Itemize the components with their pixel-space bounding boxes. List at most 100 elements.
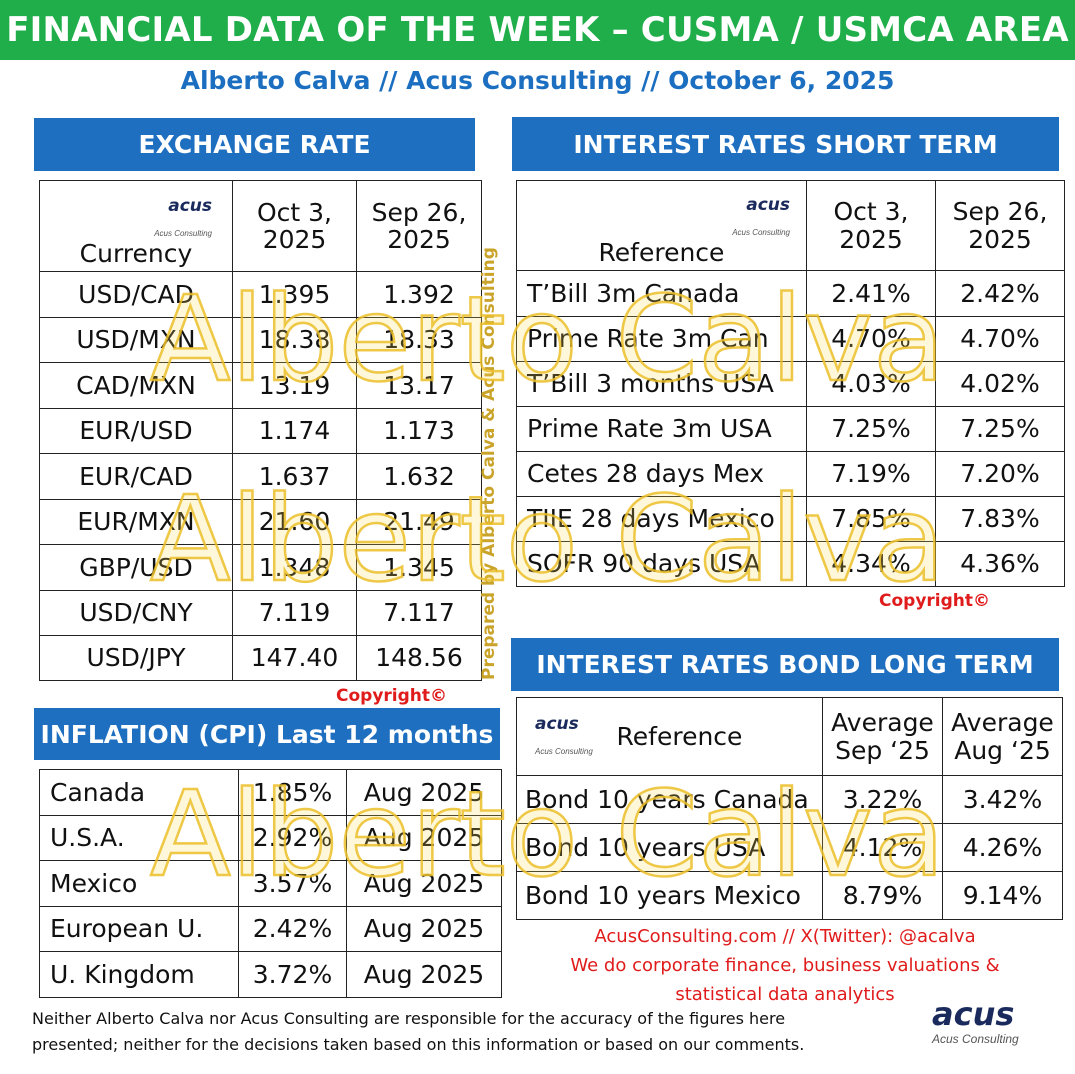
reference-cell: Cetes 28 days Mex (516, 451, 807, 497)
period-cell: Aug 2025 (346, 951, 502, 998)
pair-cell: USD/MXN (39, 317, 233, 363)
table-row: EUR/CAD 1.637 1.632 (39, 453, 482, 500)
table-row: European U. 2.42% Aug 2025 (39, 906, 502, 952)
value-cell: 21.60 (232, 499, 357, 545)
value-cell: 1.395 (232, 271, 357, 318)
table-row: EUR/MXN 21.60 21.49 (39, 499, 482, 545)
table-row: EUR/USD 1.174 1.173 (39, 408, 482, 454)
byline: Alberto Calva // Acus Consulting // Octo… (180, 66, 895, 95)
table-row: Prime Rate 3m Can 4.70% 4.70% (516, 316, 1065, 362)
value-cell: 1.637 (232, 453, 357, 500)
value-cell: 18.38 (232, 317, 357, 363)
table-row: T’Bill 3m Canada 2.41% 2.42% (516, 270, 1065, 317)
value-cell: 3.57% (238, 860, 347, 907)
country-cell: U.S.A. (39, 815, 239, 861)
page-title-bar: FINANCIAL DATA OF THE WEEK – CUSMA / USM… (0, 0, 1075, 60)
logo-tagline: Acus Consulting (535, 747, 593, 756)
logo-wordmark: acus (535, 714, 579, 734)
reference-cell: T’Bill 3m Canada (516, 270, 807, 317)
table-row: USD/JPY 147.40 148.56 (39, 635, 482, 681)
value-cell: 7.83% (935, 496, 1065, 542)
value-cell: 7.19% (806, 451, 936, 497)
value-cell: 1.348 (232, 544, 357, 591)
reference-header: acus Acus Consulting Reference (516, 697, 823, 776)
date1-line1: Oct 3, (256, 197, 333, 227)
acus-logo: acus Acus Consulting (41, 190, 232, 240)
contact-line: statistical data analytics (675, 984, 895, 1005)
acus-logo-large: acus Acus Consulting (932, 998, 1032, 1046)
value-cell: 4.70% (935, 316, 1065, 362)
acus-logo: acus Acus Consulting (518, 189, 806, 239)
table-row: SOFR 90 days USA 4.34% 4.36% (516, 541, 1065, 587)
contact-line: AcusConsulting.com // X(Twitter): @acalv… (594, 926, 976, 947)
value-cell: 7.20% (935, 451, 1065, 497)
reference-cell: Prime Rate 3m Can (516, 316, 807, 362)
value-cell: 4.03% (806, 361, 936, 407)
value-cell: 18.33 (356, 317, 482, 363)
value-cell: 7.119 (232, 590, 357, 636)
table-header-row: acus Acus Consulting Reference Average S… (516, 697, 1063, 776)
period-cell: Aug 2025 (346, 906, 502, 952)
value-cell: 2.42% (935, 270, 1065, 317)
short-term-table: acus Acus Consulting Reference Oct 3, 20… (516, 180, 1065, 587)
pair-cell: USD/CAD (39, 271, 233, 318)
date1-line1: Oct 3, (833, 197, 909, 226)
country-cell: European U. (39, 906, 239, 952)
date2-line1: Sep 26, (371, 197, 467, 227)
col-reference-label: Reference (616, 721, 743, 751)
logo-tagline: Acus Consulting (932, 1032, 1019, 1046)
table-row: Prime Rate 3m USA 7.25% 7.25% (516, 406, 1065, 452)
inflation-heading-label: INFLATION (CPI) Last 12 months (40, 719, 494, 749)
value-cell: 9.14% (942, 871, 1063, 920)
table-row: USD/MXN 18.38 18.33 (39, 317, 482, 363)
table-row: Canada 1.85% Aug 2025 (39, 769, 502, 816)
reference-cell: T’Bill 3 months USA (516, 361, 807, 407)
value-cell: 4.36% (935, 541, 1065, 587)
pair-cell: USD/JPY (39, 635, 233, 681)
pair-cell: EUR/MXN (39, 499, 233, 545)
value-cell: 2.42% (238, 906, 347, 952)
value-cell: 2.92% (238, 815, 347, 861)
value-cell: 1.174 (232, 408, 357, 454)
table-header-row: acus Acus Consulting Currency Oct 3, 202… (39, 180, 482, 272)
date2-line2: 2025 (387, 225, 451, 254)
table-row: USD/CAD 1.395 1.392 (39, 271, 482, 318)
reference-cell: Prime Rate 3m USA (516, 406, 807, 452)
pair-cell: GBP/USD (39, 544, 233, 591)
long-term-heading-label: INTEREST RATES BOND LONG TERM (536, 650, 1034, 679)
logo-wordmark: acus (932, 995, 1015, 1033)
logo-wordmark: acus (168, 195, 212, 216)
value-cell: 21.49 (356, 499, 482, 545)
long-term-heading: INTEREST RATES BOND LONG TERM (511, 638, 1059, 691)
exchange-rate-table: acus Acus Consulting Currency Oct 3, 202… (39, 180, 482, 681)
page-title: FINANCIAL DATA OF THE WEEK – CUSMA / USM… (6, 10, 1069, 50)
table-row: Bond 10 years Mexico 8.79% 9.14% (516, 871, 1063, 920)
contact-block: AcusConsulting.com // X(Twitter): @acalv… (510, 922, 1060, 1009)
disclaimer: Neither Alberto Calva nor Acus Consultin… (32, 1006, 912, 1058)
value-cell: 148.56 (356, 635, 482, 681)
value-cell: 3.42% (942, 775, 1063, 824)
value-cell: 147.40 (232, 635, 357, 681)
value-cell: 1.632 (356, 453, 482, 500)
reference-cell: TIIE 28 days Mexico (516, 496, 807, 542)
reference-cell: Bond 10 years Canada (516, 775, 823, 824)
value-cell: 2.41% (806, 270, 936, 317)
value-cell: 4.12% (822, 823, 943, 872)
pair-cell: CAD/MXN (39, 362, 233, 409)
table-row: U. Kingdom 3.72% Aug 2025 (39, 951, 502, 998)
value-cell: 13.19 (232, 362, 357, 409)
country-cell: U. Kingdom (39, 951, 239, 998)
pair-cell: EUR/USD (39, 408, 233, 454)
logo-tagline: Acus Consulting (154, 228, 212, 238)
reference-cell: Bond 10 years USA (516, 823, 823, 872)
currency-header: acus Acus Consulting Currency (39, 180, 233, 272)
avg1-header: Average Sep ‘25 (822, 697, 943, 776)
avg1-line2: Sep ‘25 (835, 735, 930, 765)
pair-cell: USD/CNY (39, 590, 233, 636)
long-term-table: acus Acus Consulting Reference Average S… (516, 697, 1063, 920)
period-cell: Aug 2025 (346, 769, 502, 816)
contact-line: We do corporate finance, business valuat… (570, 955, 1000, 976)
value-cell: 3.72% (238, 951, 347, 998)
acus-logo: acus Acus Consulting (535, 708, 593, 758)
table-row: Bond 10 years Canada 3.22% 3.42% (516, 775, 1063, 824)
